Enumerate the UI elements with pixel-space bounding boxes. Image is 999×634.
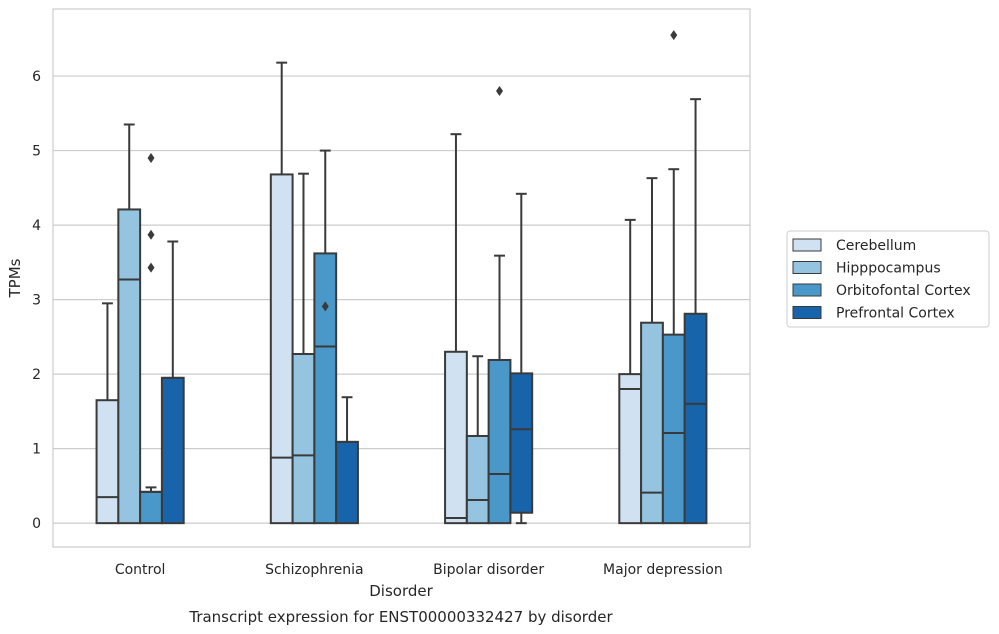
legend-swatch bbox=[792, 306, 822, 319]
outlier-marker bbox=[147, 153, 155, 164]
box-cerebellum bbox=[95, 302, 120, 525]
box-cerebellum bbox=[269, 61, 294, 525]
box-body bbox=[160, 376, 185, 525]
box-orbitofontal-cortex bbox=[139, 153, 163, 525]
box-prefrontal-cortex bbox=[160, 240, 185, 525]
box-body bbox=[509, 372, 534, 514]
box-body bbox=[95, 399, 120, 525]
box-body bbox=[139, 490, 163, 525]
box-plots bbox=[95, 30, 708, 525]
legend-label: Cerebellum bbox=[836, 238, 916, 254]
box-orbitofontal-cortex bbox=[487, 85, 512, 525]
box-hipppocampus bbox=[640, 177, 664, 525]
chart-title: Transcript expression for ENST0000033242… bbox=[188, 608, 613, 626]
legend-swatch bbox=[792, 238, 822, 252]
x-tick-label: Schizophrenia bbox=[265, 562, 363, 578]
box-hipppocampus bbox=[117, 123, 142, 525]
outlier-marker bbox=[670, 30, 678, 41]
box-prefrontal-cortex bbox=[335, 396, 359, 525]
box-body bbox=[444, 350, 468, 525]
box-body bbox=[661, 333, 686, 525]
box-body bbox=[117, 208, 142, 525]
box-body bbox=[269, 173, 294, 525]
box-body bbox=[291, 353, 316, 525]
box-cerebellum bbox=[444, 133, 468, 525]
legend-label: Prefrontal Cortex bbox=[836, 306, 955, 322]
legend-swatch bbox=[792, 283, 822, 297]
box-body bbox=[683, 312, 708, 525]
outlier-marker bbox=[496, 85, 504, 96]
y-tick-label: 4 bbox=[32, 218, 41, 234]
legend-label: Orbitofontal Cortex bbox=[836, 283, 971, 299]
outlier-marker bbox=[321, 301, 329, 312]
box-body bbox=[618, 373, 643, 525]
y-tick-label: 2 bbox=[32, 367, 41, 383]
box-cerebellum bbox=[618, 218, 643, 525]
box-prefrontal-cortex bbox=[509, 192, 534, 525]
box-prefrontal-cortex bbox=[683, 98, 708, 525]
y-tick-label: 0 bbox=[32, 516, 41, 532]
box-body bbox=[313, 252, 338, 525]
x-tick-label: Bipolar disorder bbox=[433, 562, 544, 578]
x-tick-label: Major depression bbox=[603, 562, 723, 578]
outlier-marker bbox=[147, 229, 155, 240]
legend: Cerebellum Hipppocampus Orbitofontal Corte… bbox=[786, 230, 990, 328]
y-tick-labels: 0 1 2 3 4 5 6 bbox=[32, 69, 41, 532]
box-body bbox=[335, 440, 359, 525]
x-tick-label: Control bbox=[115, 562, 166, 578]
box-orbitofontal-cortex bbox=[313, 149, 338, 525]
box-hipppocampus bbox=[465, 355, 490, 525]
box-hipppocampus bbox=[291, 172, 316, 525]
x-axis-label: Disorder bbox=[369, 582, 433, 600]
plot-frame bbox=[52, 8, 751, 548]
legend-frame bbox=[786, 230, 990, 328]
legend-swatch bbox=[792, 261, 822, 274]
box-orbitofontal-cortex bbox=[661, 30, 686, 525]
y-axis-label: TPMs bbox=[6, 258, 24, 298]
x-tick-labels: Control Schizophrenia Bipolar disorder Majo… bbox=[115, 562, 723, 578]
y-tick-label: 6 bbox=[32, 69, 41, 85]
box-body bbox=[465, 434, 490, 525]
y-tick-label: 5 bbox=[32, 144, 41, 160]
legend-label: Hipppocampus bbox=[836, 261, 941, 277]
y-tick-label: 1 bbox=[32, 442, 41, 458]
outlier-marker bbox=[147, 262, 155, 273]
y-tick-label: 3 bbox=[32, 293, 41, 309]
box-body bbox=[487, 358, 512, 525]
